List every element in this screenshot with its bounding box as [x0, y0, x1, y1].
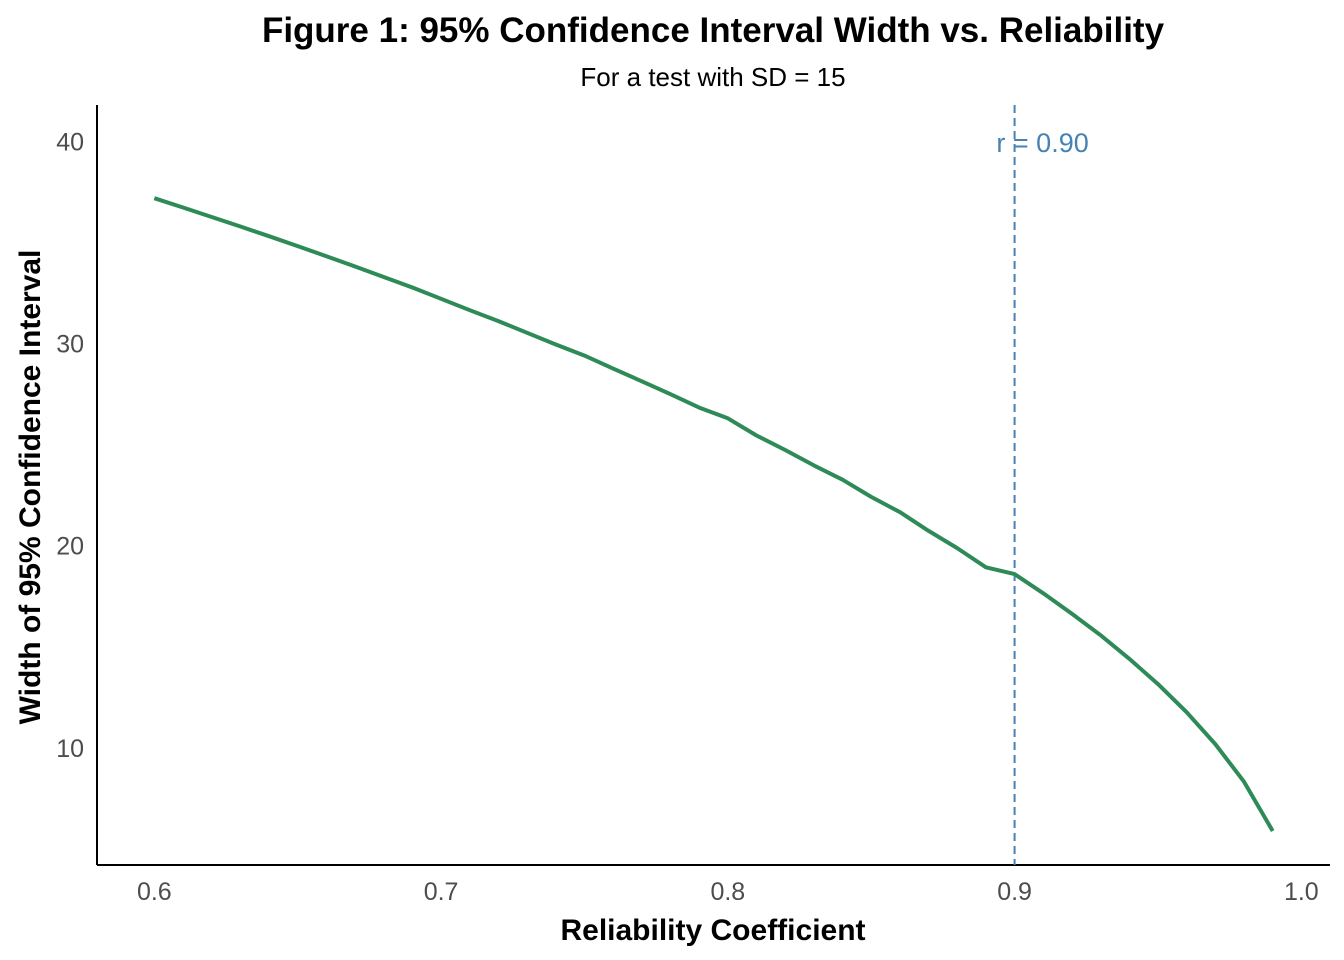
chart-subtitle: For a test with SD = 15: [580, 62, 845, 92]
x-tick-label: 0.8: [710, 878, 745, 906]
x-tick-label: 0.9: [997, 878, 1032, 906]
tick-labels: 0.6 0.7 0.8 0.9 1.0 10 20 30 40: [56, 128, 1319, 906]
x-axis-title: Reliability Coefficient: [560, 914, 865, 947]
y-tick-label: 30: [56, 331, 84, 359]
y-tick-label: 10: [56, 735, 84, 763]
y-tick-label: 20: [56, 533, 84, 561]
chart-title: Figure 1: 95% Confidence Interval Width …: [262, 11, 1165, 50]
reference-line-label: r = 0.90: [996, 128, 1088, 158]
series-layer: [153, 196, 1275, 833]
x-tick-label: 0.6: [137, 878, 172, 906]
annotations: r = 0.90: [996, 105, 1089, 865]
series-line: [153, 196, 1275, 833]
axes: [96, 105, 1330, 866]
x-tick-label: 1.0: [1284, 878, 1319, 906]
y-tick-label: 40: [56, 128, 84, 156]
x-tick-label: 0.7: [424, 878, 459, 906]
y-axis-title: Width of 95% Confidence Interval: [14, 250, 47, 725]
